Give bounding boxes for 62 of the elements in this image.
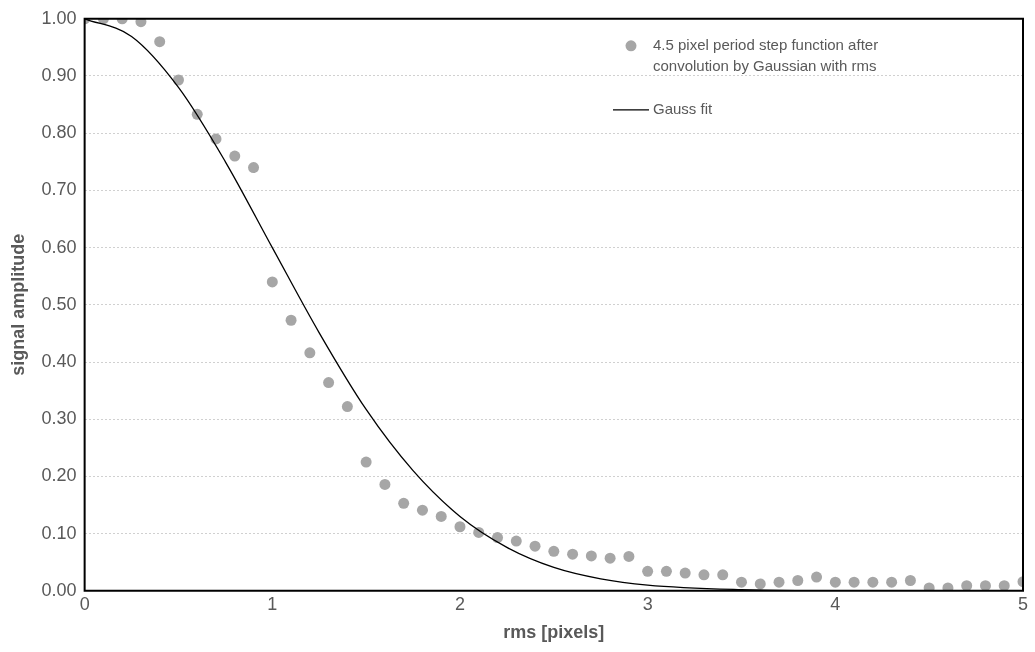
y-tick-label: 0.70 <box>41 179 77 200</box>
point <box>341 401 353 413</box>
point <box>585 550 597 562</box>
point <box>323 377 335 389</box>
point <box>848 576 860 588</box>
point <box>754 578 766 590</box>
point <box>923 582 935 591</box>
point <box>529 540 541 552</box>
x-tick-label: 0 <box>79 593 90 614</box>
point <box>416 504 428 516</box>
point <box>660 565 672 577</box>
point <box>811 571 823 583</box>
point <box>398 497 410 509</box>
point <box>904 575 916 586</box>
point <box>454 521 466 533</box>
point <box>435 510 447 522</box>
x-tick-label: 2 <box>454 593 465 614</box>
x-tick-label: 5 <box>1017 593 1029 614</box>
y-axis-title: signal amplitude <box>7 233 28 376</box>
y-tick-label: 0.40 <box>41 350 77 371</box>
point <box>792 575 804 586</box>
point <box>548 545 560 557</box>
point <box>567 548 579 560</box>
point <box>304 347 316 359</box>
point <box>979 580 991 591</box>
y-tick-label: 0.20 <box>41 465 77 486</box>
point <box>735 576 747 588</box>
point <box>248 162 260 174</box>
point <box>266 276 278 288</box>
x-tick-label: 4 <box>830 593 841 614</box>
point <box>998 580 1010 591</box>
point <box>154 36 166 48</box>
point <box>961 580 973 591</box>
point <box>604 552 616 564</box>
point <box>886 576 898 588</box>
point <box>942 582 954 591</box>
y-tick-label: 0.90 <box>41 64 77 85</box>
point <box>829 576 841 588</box>
x-tick-label: 3 <box>642 593 653 614</box>
point <box>379 478 391 490</box>
point <box>717 569 729 581</box>
x-tick-label: 1 <box>267 593 278 614</box>
point <box>642 565 654 577</box>
y-tick-label: 0.80 <box>41 122 77 143</box>
point <box>285 314 297 326</box>
point <box>867 576 879 588</box>
point <box>229 150 241 162</box>
y-tick-label: 0.30 <box>41 408 77 429</box>
point <box>623 550 635 562</box>
x-axis-title: rms [pixels] <box>503 622 605 643</box>
y-tick-label: 0.00 <box>41 579 77 600</box>
y-tick-label: 1.00 <box>41 7 77 28</box>
point <box>510 535 522 547</box>
legend-label: 4.5 pixel period step function after convolution by Gaussian with rms <box>653 35 879 74</box>
point <box>698 569 710 581</box>
y-tick-label: 0.50 <box>41 293 77 314</box>
point <box>773 576 785 588</box>
y-tick-label: 0.10 <box>41 522 77 543</box>
point <box>360 456 372 468</box>
legend-label: Gauss fit <box>653 99 714 117</box>
y-tick-label: 0.60 <box>41 236 77 257</box>
point <box>679 567 691 579</box>
